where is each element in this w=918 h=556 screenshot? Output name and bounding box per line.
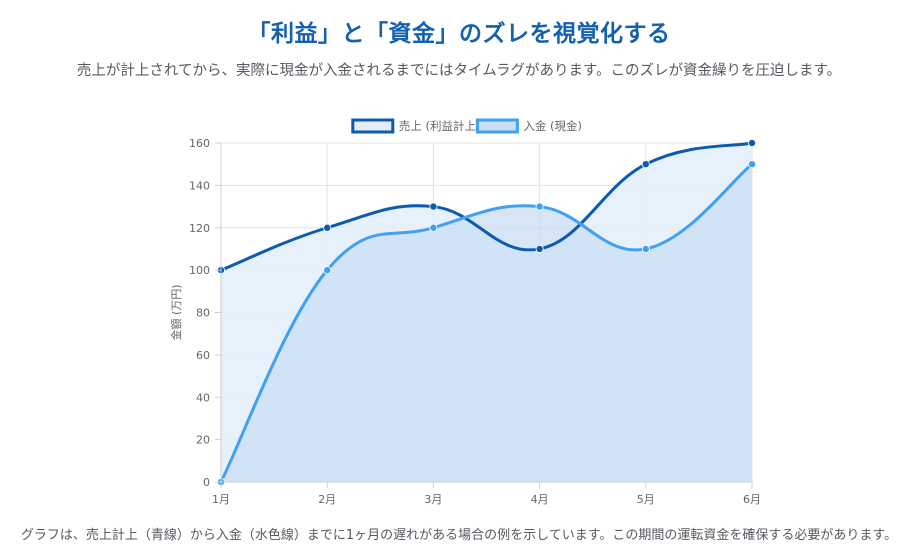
chart-footnote: グラフは、売上計上（青線）から入金（水色線）までに1ヶ月の遅れがある場合の例を示… — [20, 528, 898, 543]
area-fills — [221, 143, 752, 482]
y-tick-label: 60 — [196, 349, 210, 362]
page-title: 「利益」と「資金」のズレを視覚化する — [247, 21, 671, 47]
y-tick-label: 0 — [203, 476, 210, 489]
x-tick-label: 2月 — [318, 493, 336, 506]
data-point-s1-3 — [429, 202, 438, 211]
data-point-s2-6 — [748, 160, 757, 169]
data-point-s1-4 — [535, 244, 544, 253]
series-lines — [219, 141, 753, 483]
y-tick-label: 40 — [196, 391, 210, 404]
legend-label-2[interactable]: 入金 (現金) — [523, 119, 582, 133]
y-axis-title: 金額 (万円) — [169, 284, 183, 340]
cashflow-line-chart: 0 20 40 60 80 100 120 140 160 1月 2月 3月 4月 5月 6月 金額 (万円)… — [169, 118, 761, 506]
y-tick-label: 120 — [189, 222, 210, 235]
x-tick-label: 3月 — [424, 493, 442, 506]
legend-swatch-1[interactable] — [351, 118, 395, 134]
data-point-s1-5 — [641, 160, 650, 169]
data-point-s2-4 — [535, 202, 544, 211]
x-tick-label: 5月 — [637, 493, 655, 506]
legend-label-1[interactable]: 売上 (利益計上) — [399, 119, 481, 133]
series-area-2 — [221, 164, 752, 482]
y-tick-label: 20 — [196, 434, 210, 447]
y-tick-label: 100 — [189, 264, 210, 277]
axes: 0 20 40 60 80 100 120 140 160 1月 2月 3月 4月 5月 6月 金額 (万円) — [169, 137, 761, 506]
y-tick-label: 160 — [189, 137, 210, 150]
legend[interactable]: 売上 (利益計上) 入金 (現金) — [351, 118, 582, 134]
x-tick-label: 4月 — [531, 493, 549, 506]
legend-swatch-2[interactable] — [475, 118, 519, 134]
data-point-s2-3 — [429, 223, 438, 232]
data-point-s2-2 — [323, 266, 332, 275]
y-tick-label: 80 — [196, 307, 210, 320]
page-subtitle: 売上が計上されてから、実際に現金が入金されるまでにはタイムラグがあります。このズ… — [76, 63, 842, 79]
x-tick-label: 6月 — [743, 493, 761, 506]
x-tick-label: 1月 — [212, 493, 230, 506]
data-point-s1-6 — [748, 138, 757, 147]
series-line-1 — [220, 141, 753, 272]
data-point-s1-2 — [323, 223, 332, 232]
series-line-2 — [219, 163, 753, 483]
y-tick-label: 140 — [189, 179, 210, 192]
data-point-s2-5 — [641, 244, 650, 253]
